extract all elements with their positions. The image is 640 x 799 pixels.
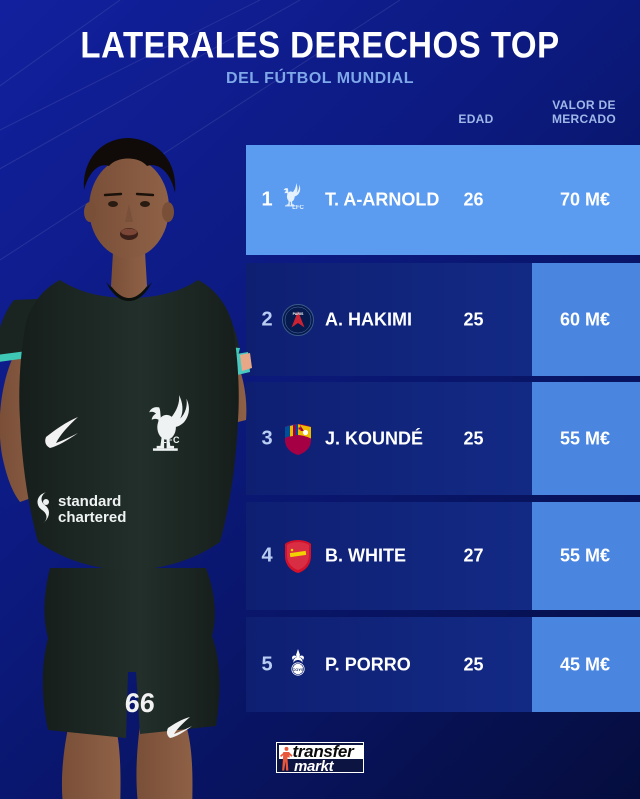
svg-text:standard: standard [58, 493, 121, 510]
svg-text:PARIS: PARIS [293, 312, 304, 316]
svg-text:COYS: COYS [292, 667, 304, 672]
svg-text:66: 66 [124, 688, 156, 718]
svg-text:chartered: chartered [58, 509, 126, 526]
svg-text:LFC: LFC [292, 205, 304, 211]
svg-text:LFC: LFC [161, 435, 180, 445]
